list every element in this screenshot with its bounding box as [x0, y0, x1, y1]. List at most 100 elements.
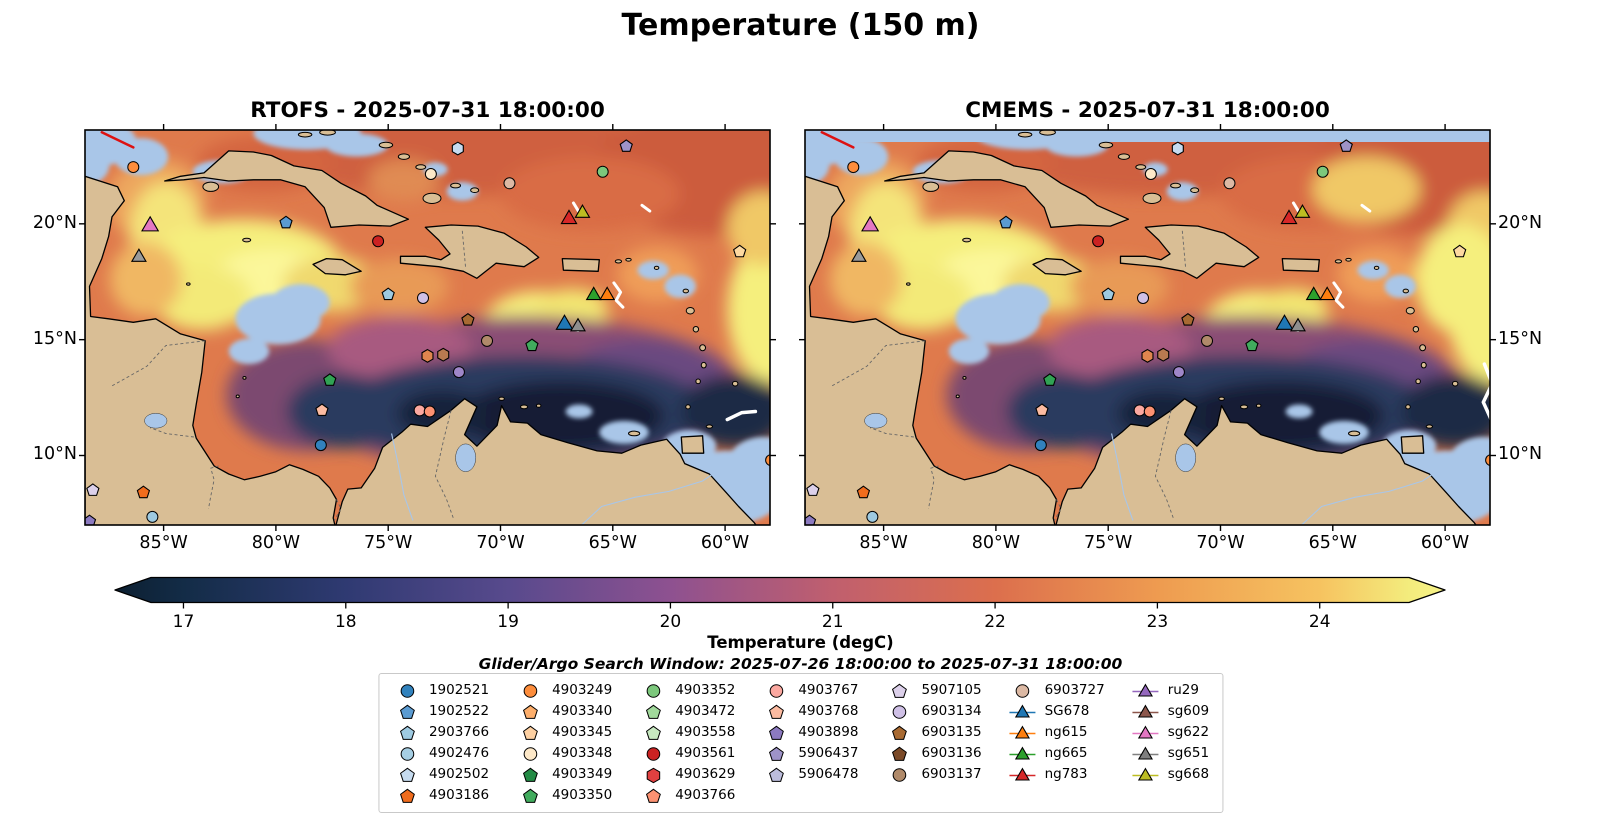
glider-track [1332, 281, 1345, 309]
legend-entry-label: ru29 [1167, 682, 1199, 698]
colorbar-ticks [182, 602, 1321, 609]
float-legend-marker-icon [522, 725, 538, 740]
float-legend-marker-icon [645, 704, 661, 719]
float-legend-marker-icon [399, 704, 415, 719]
legend: 1902521 1902522 2903766 4902476 4902502 49031… [377, 673, 1224, 813]
float-marker [314, 439, 327, 452]
float-legend-marker-icon [522, 767, 538, 782]
legend-entry: 4903898 [761, 723, 858, 742]
figure-title: Temperature (150 m) [621, 8, 980, 43]
float-marker [847, 161, 860, 174]
float-legend-marker-icon [891, 683, 907, 698]
float-legend-marker-icon [399, 788, 415, 803]
legend-column: 6903727 SG678 ng615 ng665 ng783 [1008, 681, 1105, 805]
float-legend-marker-icon [892, 704, 907, 719]
glider-legend-marker-icon [1009, 745, 1036, 760]
legend-entry-label: 4903898 [798, 724, 859, 740]
legend-entry-label: sg668 [1167, 766, 1210, 782]
land-layer [805, 130, 1477, 525]
float-marker [127, 161, 140, 174]
x-tick-label: 75°W [364, 533, 413, 553]
legend-entry: 6903136 [884, 744, 982, 763]
country-border [110, 340, 206, 387]
legend-column: 5907105 6903134 6903135 6903136 6903137 [884, 681, 982, 805]
float-marker [733, 244, 747, 258]
axes-frame [804, 129, 1491, 526]
x-tick-label: 80°W [251, 533, 301, 553]
glider-marker [1289, 317, 1306, 332]
legend-entry-label: 4903345 [552, 724, 613, 740]
colorbar-tick-label: 17 [172, 612, 195, 632]
float-legend-marker-icon [645, 725, 661, 740]
float-marker [279, 215, 293, 229]
x-tick-label: 85°W [859, 533, 908, 553]
legend-entry-label: 4903561 [675, 745, 736, 761]
legend-entry-label: 1902521 [428, 682, 490, 698]
platform-track [100, 131, 135, 149]
glider-marker [1294, 204, 1311, 218]
float-marker [1201, 334, 1214, 347]
country-border [149, 427, 194, 438]
legend-entry-label: 4903348 [552, 745, 613, 761]
y-tick-label: 10°N [1498, 444, 1543, 465]
float-marker [417, 291, 430, 304]
colorbar-tick-label: 23 [1146, 612, 1169, 632]
float-legend-marker-icon [769, 683, 784, 698]
x-tick-label: 70°W [476, 533, 525, 553]
glider-legend-marker-icon [1132, 745, 1159, 760]
legend-entry-label: 6903135 [921, 724, 982, 740]
float-legend-marker-icon [522, 788, 538, 803]
map-layers [805, 130, 1490, 525]
float-legend-marker-icon [768, 767, 784, 782]
colorbar-label: Temperature (degC) [707, 633, 894, 652]
float-legend-marker-icon [768, 704, 784, 719]
legend-entry-label: 6903134 [921, 703, 982, 719]
legend-entry: 5906437 [761, 744, 858, 763]
x-tick-label: 65°W [1308, 533, 1357, 553]
legend-entry-label: 4903766 [675, 787, 736, 803]
float-marker [481, 334, 494, 347]
glider-marker [1319, 286, 1336, 301]
legend-entry-label: SG678 [1044, 703, 1090, 719]
glider-legend-marker-icon [1132, 703, 1159, 718]
float-legend-marker-icon [892, 767, 907, 782]
float-marker [372, 235, 385, 248]
float-marker [381, 287, 395, 301]
legend-entry: 4902502 [392, 765, 489, 784]
float-marker [1092, 235, 1105, 248]
float-marker [1172, 366, 1185, 379]
legend-entry-label: 4903186 [428, 787, 490, 803]
glider-marker [1305, 286, 1322, 301]
float-marker [315, 403, 329, 416]
platform-track [820, 131, 855, 149]
glider-marker [569, 317, 586, 332]
cmems-map-panel: CMEMS - 2025-07-31 18:00:00 85°W 80°W 75°W… [799, 98, 1542, 553]
float-marker [421, 348, 434, 363]
float-marker [461, 312, 475, 326]
float-marker [86, 483, 100, 496]
legend-entry: 2903766 [392, 723, 489, 742]
colorbar-tick-label: 18 [334, 612, 357, 632]
legend-column: ru29 sg609 sg622 sg651 sg668 [1131, 681, 1209, 805]
legend-entry-label: sg609 [1167, 703, 1210, 719]
legend-entry: 1902522 [392, 702, 489, 721]
legend-entry: 4902476 [392, 744, 489, 763]
x-tick-label: 65°W [588, 533, 637, 553]
legend-entry-label: 1902522 [428, 703, 490, 719]
legend-entry-label: 4903340 [552, 703, 613, 719]
legend-entry: 4903350 [515, 786, 612, 805]
float-marker [1339, 139, 1353, 152]
float-marker [1133, 404, 1146, 417]
x-tick-label: 85°W [139, 533, 188, 553]
glider-legend-marker-icon [1132, 766, 1159, 781]
glider-track [612, 281, 625, 309]
legend-entry: 4903349 [515, 765, 612, 784]
legend-entry: 6903134 [884, 702, 982, 721]
float-marker [1034, 439, 1047, 452]
legend-entry-label: ng665 [1044, 745, 1088, 761]
legend-entry-label: 5907105 [921, 682, 982, 698]
float-legend-marker-icon [768, 725, 784, 740]
country-border [869, 427, 914, 438]
float-marker [452, 366, 465, 379]
